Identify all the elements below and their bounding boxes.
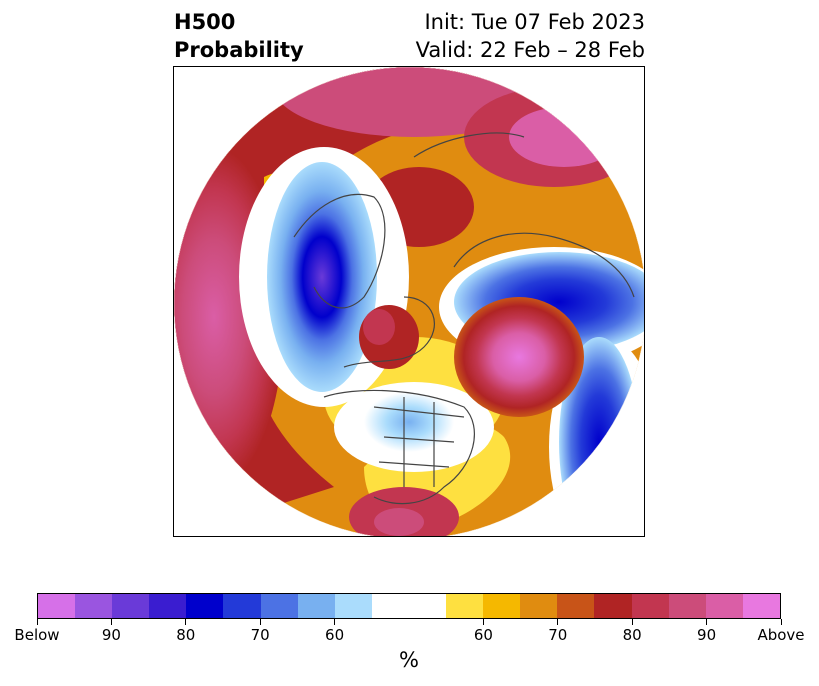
colorbar-segment [371, 594, 409, 618]
map-frame [173, 66, 645, 537]
map-disc [174, 67, 644, 536]
colorbar-segment [408, 594, 447, 618]
colorbar-tick-label: 70 [250, 626, 270, 644]
colorbar-tick-label: 90 [101, 626, 121, 644]
colorbar-tick-mark [185, 619, 187, 625]
colorbar-label: % [399, 648, 419, 672]
colorbar-segment [446, 594, 484, 618]
colorbar-segment [557, 594, 595, 618]
colorbar-tick-label: 70 [548, 626, 568, 644]
colorbar-segment [297, 594, 335, 618]
colorbar-tick-mark [631, 619, 633, 625]
valid-range: Valid: 22 Feb – 28 Feb [415, 38, 645, 62]
colorbar-segment [520, 594, 558, 618]
colorbar-segment [705, 594, 743, 618]
colorbar-segment [594, 594, 632, 618]
colorbar-tick-label: 80 [622, 626, 642, 644]
coastlines [293, 132, 635, 505]
colorbar-segment [668, 594, 706, 618]
colorbar-segment [38, 594, 76, 618]
colorbar-tick-label: 60 [325, 626, 345, 644]
colorbar-segment [483, 594, 521, 618]
colorbar-segment [334, 594, 372, 618]
colorbar-segment [149, 594, 187, 618]
colorbar-tick-mark [36, 619, 38, 625]
probability-map [174, 67, 644, 536]
colorbar-tick-mark [780, 619, 782, 625]
colorbar [37, 593, 781, 619]
colorbar-segment [742, 594, 780, 618]
colorbar-segment [223, 594, 261, 618]
colorbar-tick-label: Below [14, 626, 60, 644]
colorbar-tick-mark [557, 619, 559, 625]
title-right: Init: Tue 07 Feb 2023 Valid: 22 Feb – 28… [416, 8, 645, 64]
colorbar-segment [186, 594, 224, 618]
colorbar-tick-label: 80 [176, 626, 196, 644]
colorbar-tick-mark [110, 619, 112, 625]
title-left: H500 Probability [174, 8, 304, 64]
title-quantity: Probability [174, 38, 304, 62]
colorbar-tick-mark [482, 619, 484, 625]
colorbar-tick-label: 90 [697, 626, 717, 644]
colorbar-tick-label: Above [757, 626, 805, 644]
title-variable: H500 [174, 10, 236, 34]
colorbar-tick-mark [706, 619, 708, 625]
colorbar-tick-mark [259, 619, 261, 625]
colorbar-segment [631, 594, 669, 618]
colorbar-tick-label: 60 [473, 626, 493, 644]
colorbar-segment [112, 594, 150, 618]
colorbar-segment [260, 594, 298, 618]
colorbar-tick-mark [334, 619, 336, 625]
colorbar-segment [75, 594, 113, 618]
init-date: Init: Tue 07 Feb 2023 [424, 10, 645, 34]
